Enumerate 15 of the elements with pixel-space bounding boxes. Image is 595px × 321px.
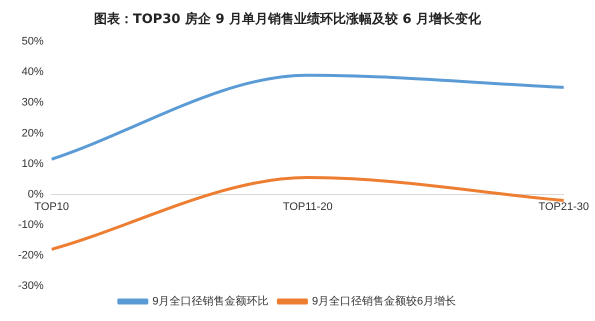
y-tick-label: 30% — [22, 96, 44, 109]
y-tick-label: 0% — [28, 188, 44, 200]
x-tick-label: TOP10 — [34, 200, 70, 213]
y-tick-label: 50% — [22, 36, 44, 48]
legend-label: 9月全口径销售金额较6月增长 — [312, 294, 456, 308]
x-tick-label: TOP21-30 — [538, 200, 590, 213]
x-tick-label: TOP11-20 — [282, 200, 333, 213]
y-tick-label: -30% — [18, 280, 44, 292]
y-tick-label: -10% — [18, 218, 44, 231]
chart-title: 图表：TOP30 房企 9 月单月销售业绩环比涨幅及较 6 月增长变化 — [94, 11, 482, 28]
legend-label: 9月全口径销售金额环比 — [152, 294, 268, 308]
y-tick-label: -20% — [18, 249, 44, 262]
y-tick-label: 10% — [22, 158, 44, 170]
y-tick-label: 40% — [22, 66, 44, 78]
y-tick-label: 20% — [22, 127, 44, 140]
